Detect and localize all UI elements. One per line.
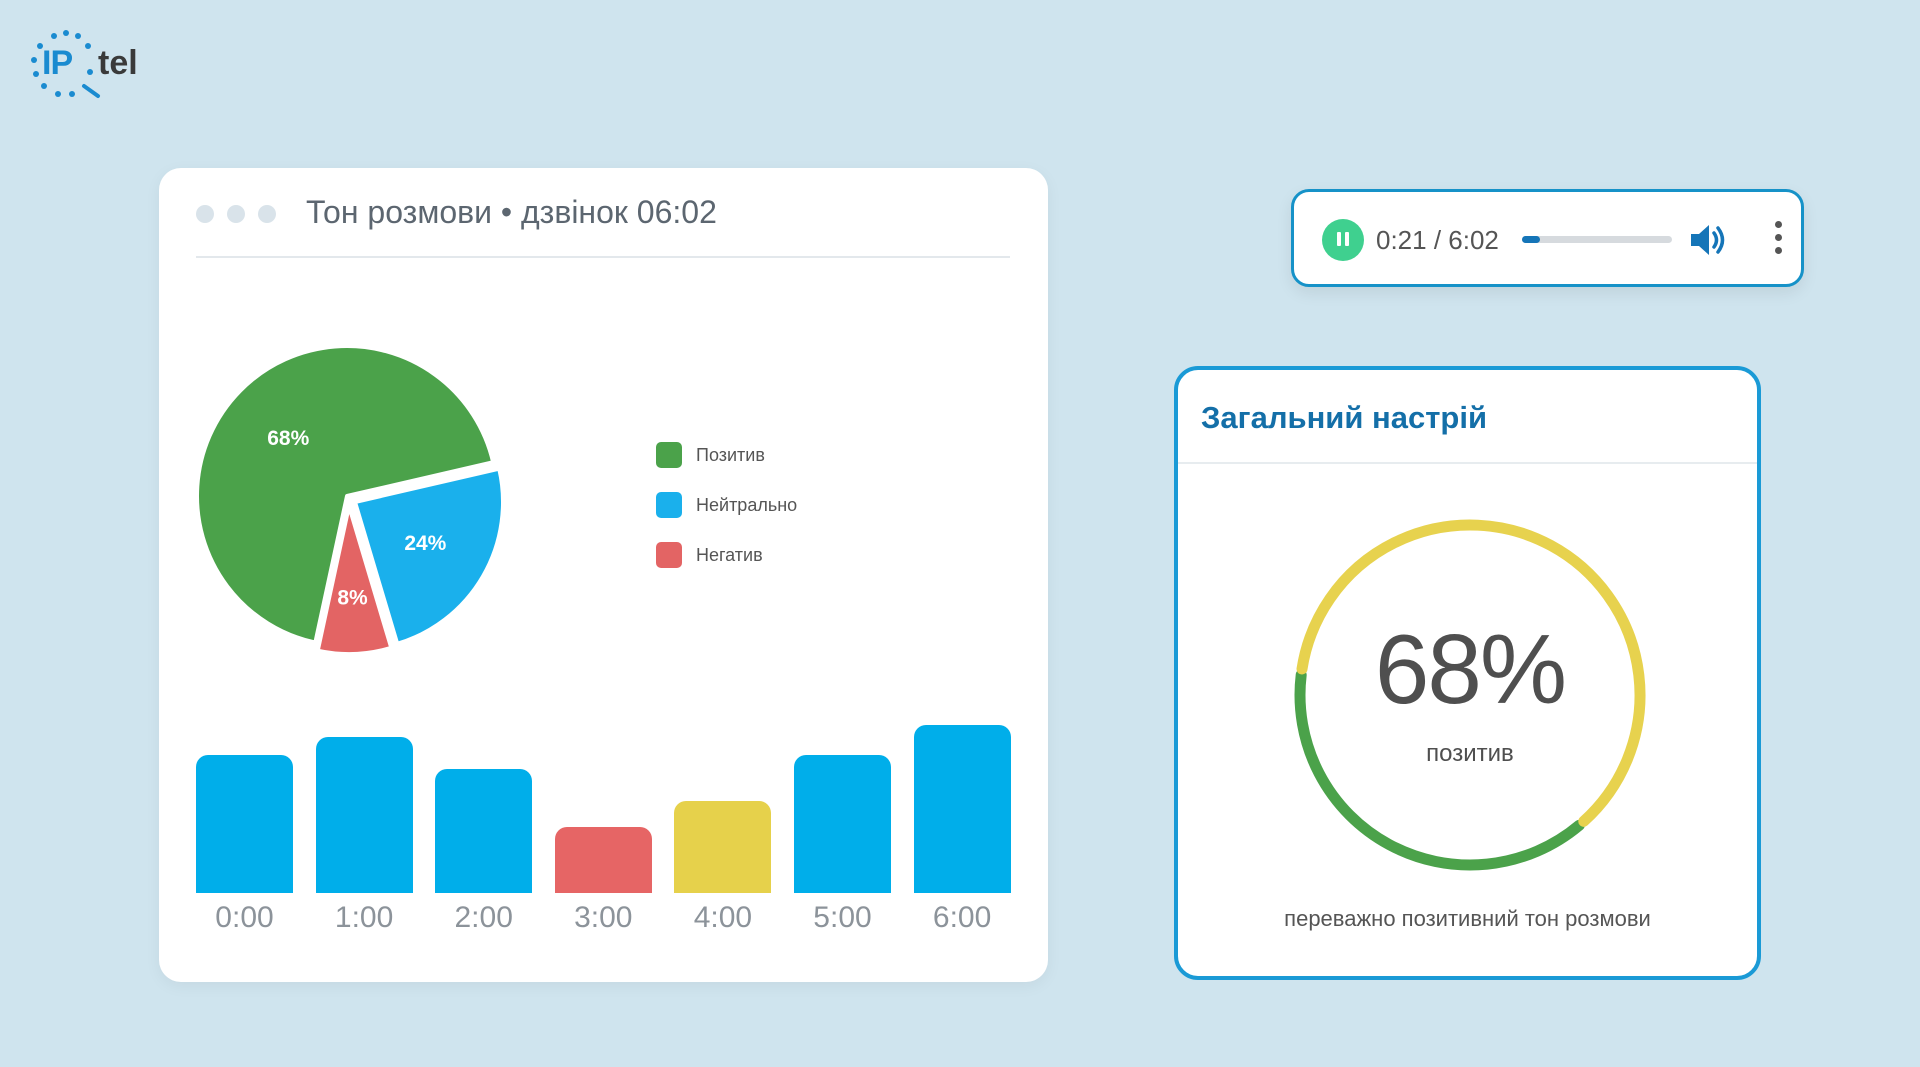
window-controls <box>196 205 276 223</box>
gauge-positive-arc <box>1294 669 1585 871</box>
logo-dots-icon <box>31 30 100 98</box>
logo-tel-text: tel <box>98 44 138 82</box>
pie-slice-neutral <box>353 466 505 646</box>
legend-item-neutral: Нейтрально <box>656 480 797 530</box>
window-dot[interactable] <box>258 205 276 223</box>
tone-pie-chart: 24% 8% 68% <box>189 338 509 658</box>
overall-mood-card: Загальний настрій 68% позитив переважно … <box>1174 366 1761 980</box>
bar-tick-label: 6:00 <box>932 901 992 934</box>
bar-2:00 <box>435 768 533 893</box>
bar-tick-label: 2:00 <box>454 901 513 934</box>
more-vertical-icon[interactable] <box>1774 221 1784 261</box>
mood-title: Загальний настрій <box>1201 400 1488 435</box>
speaker-icon[interactable] <box>1687 218 1731 262</box>
audio-player: 0:21 / 6:02 <box>1291 189 1804 287</box>
bar-6:00 <box>913 725 1011 893</box>
bar-tick-label: 1:00 <box>334 901 394 934</box>
legend-label: Негатив <box>696 544 763 565</box>
legend-label: Нейтрально <box>696 494 798 515</box>
logo-ip-text: IP <box>42 44 73 82</box>
tone-timeline-bar-chart: 0:00 1:00 2:00 3:00 4:00 5:00 6:00 <box>196 713 1016 943</box>
playback-time: 0:21 / 6:02 <box>1376 225 1499 255</box>
legend-swatch <box>656 442 682 468</box>
window-dot[interactable] <box>227 205 245 223</box>
legend-swatch <box>656 492 682 518</box>
iptel-logo: IP tel <box>26 28 156 100</box>
pie-slice-negative <box>315 504 394 656</box>
pie-value-label: 68% <box>267 427 309 450</box>
bar-3:00 <box>554 827 652 893</box>
pause-icon <box>1345 232 1349 246</box>
legend-item-positive: Позитив <box>656 430 797 480</box>
pause-button[interactable] <box>1322 219 1364 261</box>
bar-tick-label: 3:00 <box>574 901 633 934</box>
mood-percent: 68% <box>1374 614 1567 724</box>
progress-fill <box>1522 236 1540 243</box>
bar-0:00 <box>196 755 293 893</box>
mood-gauge: 68% позитив <box>1285 510 1655 880</box>
pie-slice-positive <box>195 344 496 645</box>
bar-tick-label: 4:00 <box>693 901 753 934</box>
window-title: Тон розмови • дзвінок 06:02 <box>306 194 717 230</box>
bar-tick-label: 0:00 <box>215 901 274 934</box>
playback-progress-bar[interactable] <box>1522 236 1672 243</box>
bar-5:00 <box>794 755 891 893</box>
pie-value-label: 24% <box>404 532 446 555</box>
bar-tick-label: 5:00 <box>813 901 872 934</box>
bar-1:00 <box>315 736 413 893</box>
legend-item-negative: Негатив <box>656 530 797 580</box>
bar-4:00 <box>674 800 772 893</box>
title-divider <box>196 256 1010 258</box>
mood-caption: позитив <box>1426 740 1514 767</box>
mood-summary: переважно позитивний тон розмови <box>1284 906 1651 931</box>
pause-icon <box>1337 232 1341 246</box>
legend-label: Позитив <box>696 444 765 465</box>
pie-legend: Позитив Нейтрально Негатив <box>656 430 797 580</box>
pie-value-label: 8% <box>337 587 368 610</box>
mood-divider <box>1178 462 1757 464</box>
call-tone-window: Тон розмови • дзвінок 06:02 24% 8% 68% Поз… <box>159 168 1048 982</box>
legend-swatch <box>656 542 682 568</box>
window-dot[interactable] <box>196 205 214 223</box>
gauge-rest-arc <box>1296 519 1646 827</box>
